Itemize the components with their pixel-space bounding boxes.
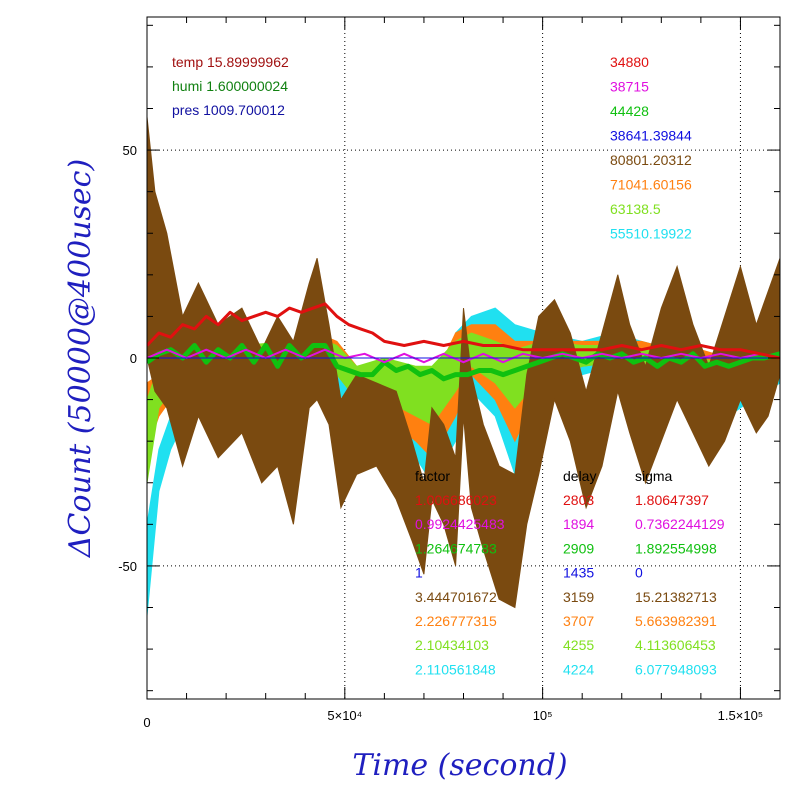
- env-readout-pres: pres 1009.700012: [172, 102, 285, 118]
- series-line-4: [147, 343, 780, 382]
- series-line-5: [147, 348, 780, 364]
- table-cell-factor: 1.006686023: [415, 492, 497, 508]
- table-cell-sigma: 6.077948093: [635, 661, 717, 677]
- env-readout-humi: humi 1.600000024: [172, 78, 288, 94]
- table-cell-sigma: 4.113606453: [635, 637, 716, 653]
- table-cell-factor: 0.9924425483: [415, 516, 505, 532]
- count-value: 34880: [610, 54, 649, 70]
- table-header-factor: factor: [415, 468, 450, 484]
- table-cell-delay: 4255: [563, 637, 594, 653]
- table-cell-sigma: 1.80647397: [635, 492, 709, 508]
- env-readout-temp: temp 15.89999962: [172, 54, 289, 70]
- table-cell-sigma: 0.7362244129: [635, 516, 725, 532]
- x-tick-label: 0: [143, 715, 150, 730]
- table-cell-factor: 2.110561848: [415, 661, 496, 677]
- y-tick-label: 50: [123, 143, 137, 158]
- series-line-7: [147, 302, 780, 360]
- table-cell-sigma: 1.892554998: [635, 540, 717, 556]
- table-cell-delay: 3707: [563, 613, 594, 629]
- table-cell-delay: 4224: [563, 661, 594, 677]
- tick-labels: 0 5×10⁴ 10⁵ 1.5×10⁵ 50 0 -50: [118, 143, 763, 730]
- table-header-delay: delay: [563, 468, 596, 484]
- y-axis-title: ΔCount (50000@400usec): [63, 159, 98, 558]
- series-layer: [147, 116, 780, 616]
- y-tick-label: 0: [130, 351, 137, 366]
- annotations: temp 15.89999962 humi 1.600000024 pres 100…: [172, 54, 725, 677]
- table-cell-factor: 3.444701672: [415, 589, 497, 605]
- count-value: 63138.5: [610, 201, 661, 217]
- table-cell-sigma: 0: [635, 565, 643, 581]
- table-cell-delay: 1894: [563, 516, 594, 532]
- table-cell-factor: 2.226777315: [415, 613, 497, 629]
- count-value: 38641.39844: [610, 128, 692, 144]
- count-value: 44428: [610, 103, 649, 119]
- count-value: 38715: [610, 79, 649, 95]
- count-value: 80801.20312: [610, 152, 692, 168]
- count-value: 71041.60156: [610, 177, 692, 193]
- count-value: 55510.19922: [610, 226, 692, 242]
- x-tick-label: 10⁵: [533, 708, 553, 723]
- table-cell-delay: 3159: [563, 589, 594, 605]
- table-cell-factor: 1.264674783: [415, 540, 497, 556]
- x-tick-label: 1.5×10⁵: [718, 708, 764, 723]
- table-cell-delay: 2803: [563, 492, 594, 508]
- table-cell-factor: 2.10434103: [415, 637, 489, 653]
- table-cell-factor: 1: [415, 565, 423, 581]
- table-cell-sigma: 5.663982391: [635, 613, 717, 629]
- x-tick-label: 5×10⁴: [327, 708, 362, 723]
- y-tick-label: -50: [118, 559, 137, 574]
- table-header-sigma: sigma: [635, 468, 673, 484]
- x-axis-title: Time (second): [352, 748, 567, 783]
- table-cell-sigma: 15.21382713: [635, 589, 717, 605]
- table-cell-delay: 1435: [563, 565, 594, 581]
- table-cell-delay: 2909: [563, 540, 594, 556]
- axis-ticks: [147, 17, 780, 699]
